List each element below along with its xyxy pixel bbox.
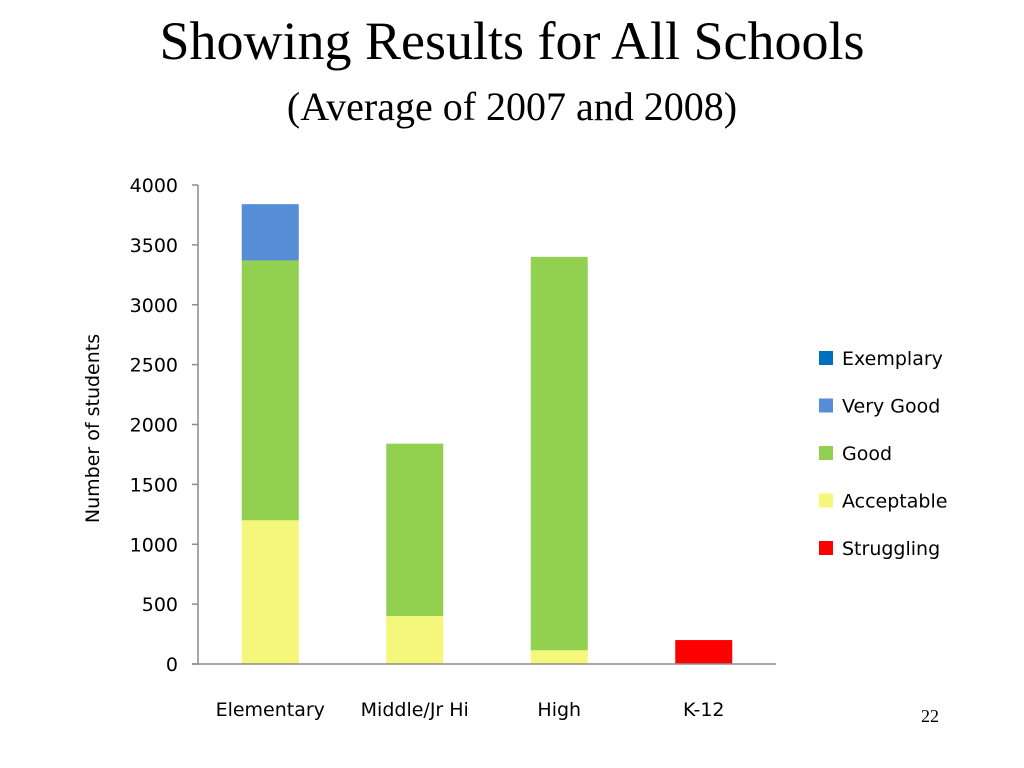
axes-layer: Elementary Middle/Jr Hi High K-12 0 500 1000 15… (82, 175, 776, 721)
legend-label-acceptable: Acceptable (842, 491, 947, 513)
legend-swatch-good (819, 446, 833, 460)
bar-segment-acceptable-elementary (241, 520, 299, 664)
y-tick-label: 1500 (130, 474, 178, 496)
bar-segment-acceptable-middle-jr-hi (386, 616, 444, 664)
y-axis-title: Number of students (82, 334, 104, 523)
y-tick-label: 3000 (130, 295, 178, 317)
legend-label-very-good: Very Good (842, 396, 940, 418)
x-tick-label: High (537, 699, 581, 721)
legend-swatch-struggling (819, 541, 833, 555)
legend-swatch-exemplary (819, 351, 833, 365)
bar-segment-good-elementary (241, 260, 299, 521)
legend-label-struggling: Struggling (842, 538, 940, 560)
x-tick-label: Middle/Jr Hi (361, 699, 469, 721)
slide-title: Showing Results for All Schools (159, 11, 865, 71)
legend-swatch-acceptable (819, 493, 833, 508)
bar-segment-struggling-k-12 (675, 640, 733, 664)
legend-label-exemplary: Exemplary (842, 348, 943, 370)
legend-swatch-very-good (819, 398, 833, 413)
legend-label-good: Good (842, 443, 892, 465)
page-number: 22 (921, 706, 939, 726)
y-tick-label: 2500 (130, 355, 178, 377)
y-tick-label: 1000 (130, 534, 178, 556)
y-tick-label: 0 (166, 654, 178, 676)
y-tick-label: 2000 (130, 415, 178, 437)
bar-segment-very-good-elementary (241, 204, 299, 261)
y-tick-label: 500 (142, 594, 178, 616)
y-tick-label: 4000 (130, 175, 178, 197)
x-tick-label: K-12 (683, 699, 725, 721)
bars-layer (241, 204, 733, 664)
bar-segment-good-middle-jr-hi (386, 443, 444, 617)
bar-segment-good-high (530, 256, 588, 651)
x-tick-label: Elementary (216, 699, 325, 721)
bar-segment-acceptable-high (530, 650, 588, 664)
chart-legend: Exemplary Very Good Good Acceptable Struggli… (819, 348, 947, 560)
y-tick-label: 3500 (130, 235, 178, 257)
slide-subtitle: (Average of 2007 and 2008) (286, 84, 738, 129)
